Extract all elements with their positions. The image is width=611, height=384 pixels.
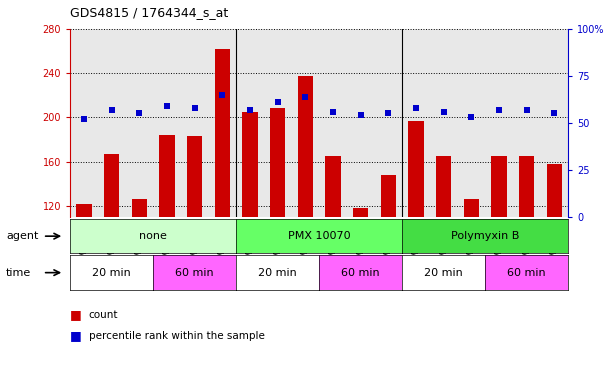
Point [411,105,421,111]
Bar [491,156,507,339]
Bar [353,208,368,339]
Point [384,111,393,117]
Point [439,109,448,115]
Point [494,107,504,113]
Bar [519,156,535,339]
Point [301,93,310,99]
Bar [70,29,98,217]
Bar [541,29,568,217]
Bar [326,156,341,339]
Point [467,114,477,120]
Bar [436,156,452,339]
Text: GDS4815 / 1764344_s_at: GDS4815 / 1764344_s_at [70,6,229,19]
Bar [347,29,375,217]
Bar [320,29,347,217]
Point [107,107,117,113]
Point [134,111,144,117]
Text: 20 min: 20 min [425,268,463,278]
Bar [409,121,423,339]
Bar [402,29,430,217]
Bar [291,29,320,217]
Bar [270,109,285,339]
Bar [458,29,485,217]
Bar [264,29,291,217]
Text: 20 min: 20 min [92,268,131,278]
Bar [464,199,479,339]
Text: ■: ■ [70,329,82,343]
Bar [215,49,230,339]
Text: time: time [6,268,31,278]
Bar [104,154,119,339]
Bar [485,29,513,217]
Bar [126,29,153,217]
Text: ■: ■ [70,308,82,321]
Text: 60 min: 60 min [507,268,546,278]
Bar [153,29,181,217]
Text: Polymyxin B: Polymyxin B [451,231,519,241]
Text: 20 min: 20 min [258,268,297,278]
Point [522,107,532,113]
Bar [375,29,402,217]
Text: 60 min: 60 min [342,268,380,278]
Text: count: count [89,310,118,320]
Bar [98,29,126,217]
Bar [547,164,562,339]
Point [190,105,200,111]
Point [245,107,255,113]
Text: agent: agent [6,231,38,241]
Bar [181,29,208,217]
Bar [381,175,396,339]
Text: percentile rank within the sample: percentile rank within the sample [89,331,265,341]
Bar [187,136,202,339]
Bar [430,29,458,217]
Point [218,91,227,98]
Bar [208,29,236,217]
Point [356,112,365,118]
Point [79,116,89,122]
Bar [236,29,264,217]
Bar [159,135,175,339]
Bar [298,76,313,339]
Bar [132,199,147,339]
Point [328,109,338,115]
Point [162,103,172,109]
Text: none: none [139,231,167,241]
Point [273,99,283,105]
Bar [243,112,258,339]
Text: 60 min: 60 min [175,268,214,278]
Text: PMX 10070: PMX 10070 [288,231,351,241]
Point [549,111,559,117]
Bar [513,29,541,217]
Bar [76,204,92,339]
